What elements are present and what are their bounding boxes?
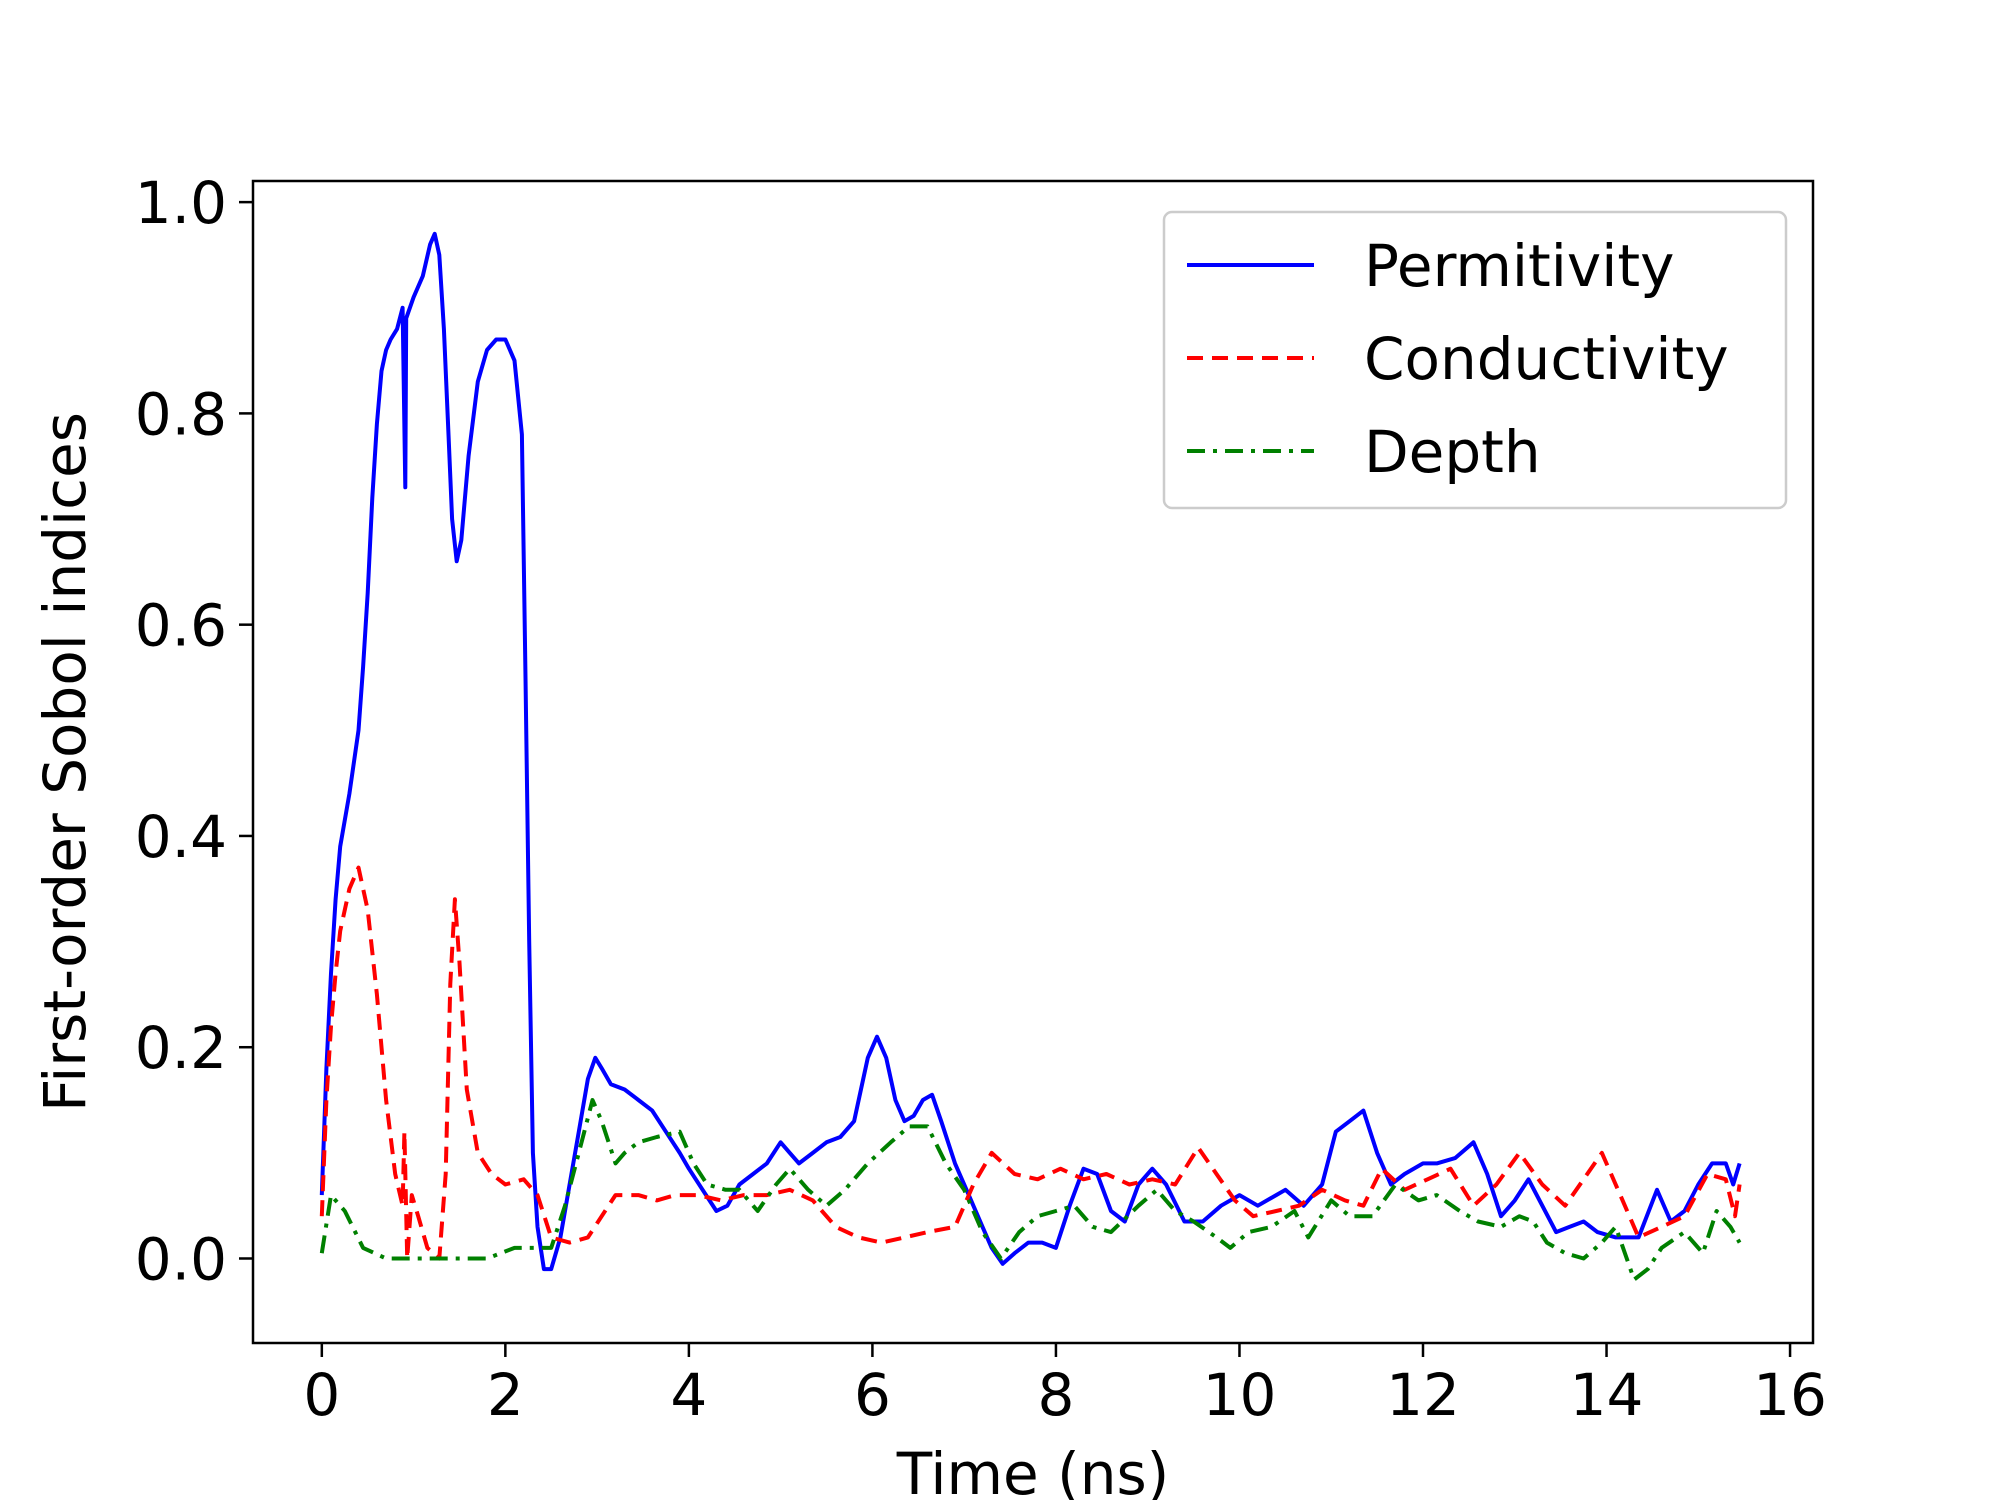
legend-label-permitivity: Permitivity: [1364, 232, 1674, 300]
y-axis-ticks: 0.0 0.2 0.4 0.6 0.8 1.0: [135, 169, 253, 1293]
x-tick-label: 12: [1386, 1361, 1460, 1429]
y-tick-label: 0.2: [135, 1014, 227, 1082]
x-tick-label: 16: [1753, 1361, 1827, 1429]
x-tick-label: 6: [854, 1361, 891, 1429]
y-axis-title: First-order Sobol indices: [31, 412, 99, 1112]
x-tick-label: 2: [487, 1361, 524, 1429]
legend: Permitivity Conductivity Depth: [1162, 210, 1788, 510]
series-line-depth: [319, 1098, 1742, 1282]
x-tick-label: 4: [670, 1361, 707, 1429]
y-tick-label: 1.0: [135, 169, 227, 237]
x-tick-label: 10: [1203, 1361, 1277, 1429]
x-axis-title: Time (ns): [896, 1440, 1170, 1500]
y-tick-label: 0.0: [135, 1225, 227, 1293]
legend-label-conductivity: Conductivity: [1364, 325, 1729, 393]
x-tick-label: 0: [303, 1361, 340, 1429]
x-axis-ticks: 0 2 4 6 8 10 12 14 16: [303, 1343, 1827, 1429]
y-tick-label: 0.4: [135, 803, 227, 871]
series-line-conductivity: [319, 865, 1742, 1261]
series-layer: [319, 231, 1742, 1282]
x-tick-label: 8: [1037, 1361, 1074, 1429]
legend-items: Permitivity Conductivity Depth: [1187, 232, 1729, 486]
y-tick-label: 0.6: [135, 592, 227, 660]
legend-box: [1162, 210, 1788, 510]
plot-frame: [251, 179, 1815, 1345]
legend-label-depth: Depth: [1364, 418, 1541, 486]
series-line-permitivity: [319, 231, 1742, 1272]
x-tick-label: 14: [1570, 1361, 1644, 1429]
y-tick-label: 0.8: [135, 380, 227, 448]
